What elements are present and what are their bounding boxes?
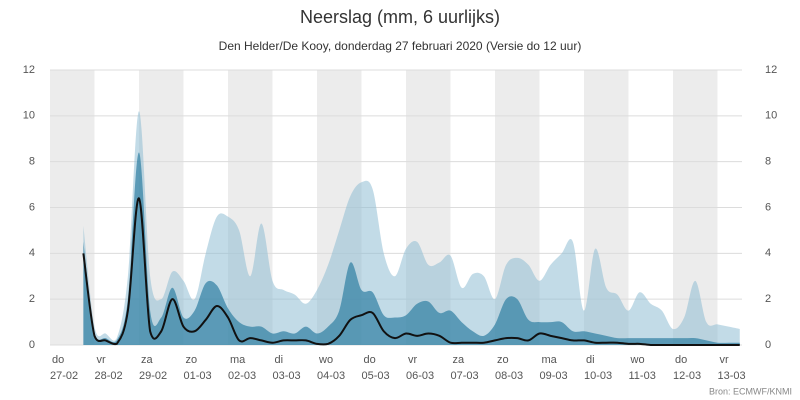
chart-subtitle: Den Helder/De Kooy, donderdag 27 februar… [219,39,582,53]
x-tick-date: 09-03 [540,370,568,382]
y2-tick-label: 12 [765,64,777,76]
x-tick-date: 28-02 [95,370,123,382]
x-tick-weekday: do [52,354,64,366]
x-tick-weekday: wo [630,354,645,366]
x-tick-weekday: za [453,354,466,366]
x-tick-weekday: vr [97,354,107,366]
x-tick-date: 10-03 [584,370,612,382]
band-area [83,111,740,345]
y2-tick-label: 4 [765,247,771,259]
x-tick-weekday: ma [542,354,558,366]
chart-title: Neerslag (mm, 6 uurlijks) [300,7,500,27]
x-tick-date: 04-03 [317,370,345,382]
y-tick-label: 4 [29,247,35,259]
y-tick-label: 0 [29,339,35,351]
x-tick-weekday: di [586,354,595,366]
x-tick-weekday: ma [230,354,246,366]
x-tick-date: 11-03 [629,370,656,382]
x-tick-date: 08-03 [495,370,523,382]
y-tick-label: 6 [29,201,35,213]
source: Bron: ECMWF/KNMI [709,386,792,396]
y-tick-label: 10 [23,110,35,122]
y2-tick-label: 6 [765,201,771,213]
y-tick-label: 12 [23,64,35,76]
y-tick-label: 2 [29,293,35,305]
x-tick-date: 29-02 [139,370,167,382]
x-tick-date: 07-03 [451,370,479,382]
x-tick-weekday: do [364,354,376,366]
x-tick-date: 13-03 [718,370,746,382]
x-tick-weekday: za [141,354,154,366]
x-tick-date: 02-03 [228,370,256,382]
x-tick-date: 01-03 [184,370,212,382]
y2-tick-label: 2 [765,293,771,305]
y2-tick-label: 10 [765,110,777,122]
x-tick-weekday: vr [720,354,730,366]
x-tick-weekday: wo [318,354,333,366]
x-tick-date: 27-02 [50,370,78,382]
x-tick-weekday: zo [186,354,198,366]
y2-tick-label: 8 [765,156,771,168]
x-tick-date: 12-03 [673,370,701,382]
y-tick-label: 8 [29,156,35,168]
x-tick-weekday: vr [408,354,418,366]
x-tick-weekday: di [275,354,284,366]
median-line [82,197,740,347]
x-tick-date: 05-03 [362,370,390,382]
x-tick-weekday: zo [497,354,509,366]
x-tick-weekday: do [675,354,687,366]
y2-tick-label: 0 [765,339,771,351]
x-tick-date: 06-03 [406,370,434,382]
x-tick-date: 03-03 [273,370,301,382]
